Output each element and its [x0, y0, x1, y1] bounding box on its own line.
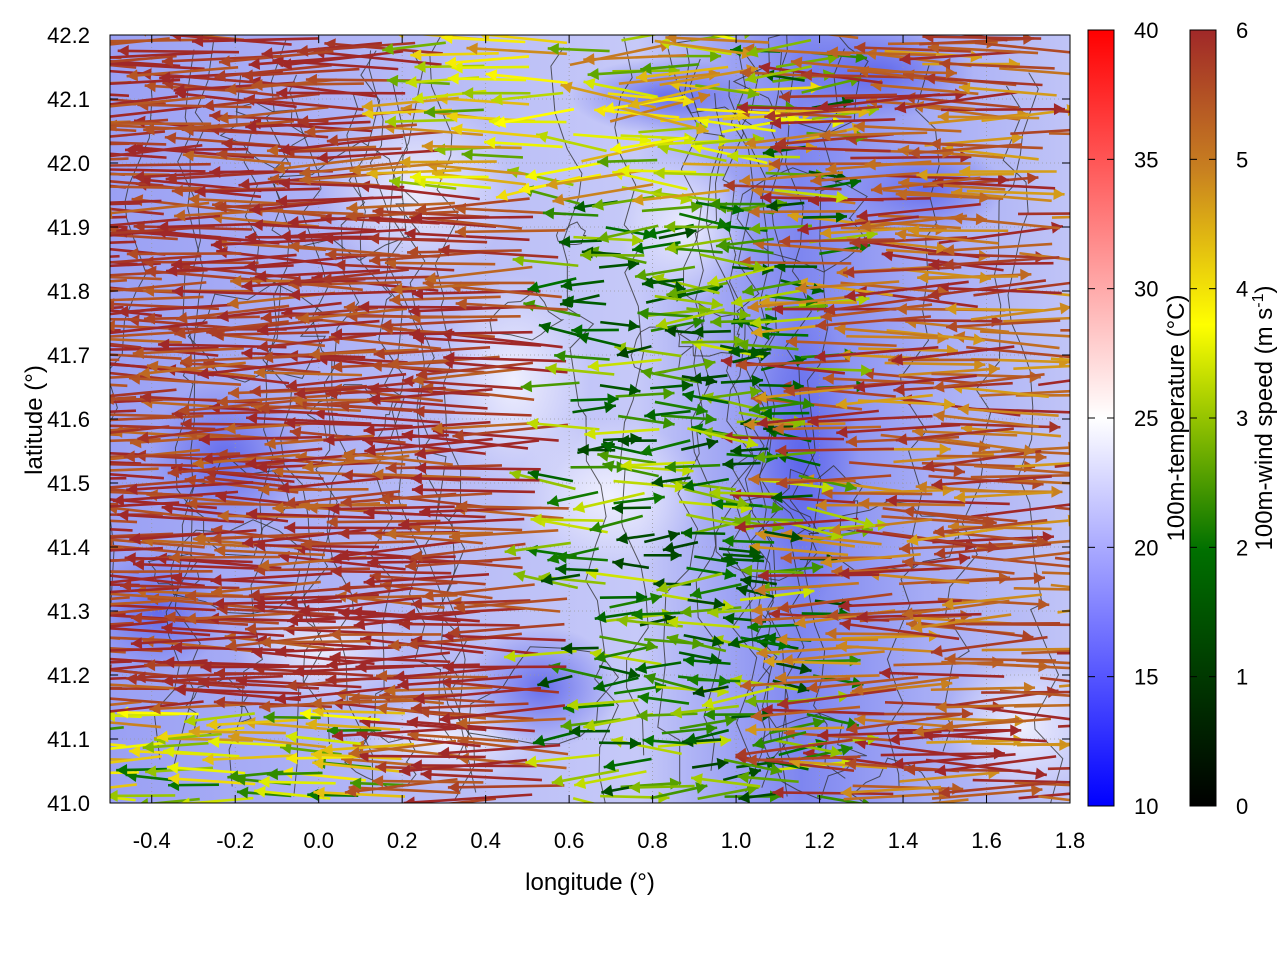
- y-tick-label: 41.9: [47, 215, 90, 240]
- y-tick-label: 41.8: [47, 279, 90, 304]
- wind-vector: [1060, 324, 1174, 336]
- colorbar-tick-label: 30: [1134, 277, 1158, 302]
- y-tick-label: 42.2: [47, 23, 90, 48]
- colorbar-tick-label: 1: [1236, 665, 1248, 690]
- colorbar-tick-label: 25: [1134, 406, 1158, 431]
- y-tick-label: 41.7: [47, 343, 90, 368]
- y-tick-label: 41.6: [47, 407, 90, 432]
- y-tick-label: 41.5: [47, 471, 90, 496]
- colorbar-tick-label: 10: [1134, 794, 1158, 819]
- temperature-colorbar: 10 15 20 25 30 35 40 100m-temperature (°C): [1088, 18, 1190, 819]
- temperature-colorbar-label: 100m-temperature (°C): [1163, 294, 1190, 541]
- colorbar-tick-label: 0: [1236, 794, 1248, 819]
- colorbar-tick-label: 3: [1236, 406, 1248, 431]
- wind-vector: [1057, 647, 1181, 659]
- colorbar-tick-label: 15: [1134, 665, 1158, 690]
- wind-colorbar-label-main: 100m-wind speed (m s: [1251, 308, 1278, 551]
- x-axis-label: longitude (°): [525, 869, 655, 896]
- colorbar-tick-label: 20: [1134, 535, 1158, 560]
- x-tick-label: 0.0: [303, 828, 334, 853]
- x-tick-label: 0.6: [554, 828, 585, 853]
- wind-colorbar-label: 100m-wind speed (m s-1): [1250, 286, 1278, 551]
- x-tick-label: 1.8: [1055, 828, 1086, 853]
- wind-colorbar-label-sup: -1: [1250, 293, 1267, 307]
- x-tick-label: 1.0: [721, 828, 752, 853]
- x-tick-label: 0.8: [637, 828, 668, 853]
- y-tick-label: 41.3: [47, 599, 90, 624]
- wind-vector: [3, 504, 118, 516]
- y-tick-label: 41.2: [47, 663, 90, 688]
- y-tick-label: 41.1: [47, 727, 90, 752]
- colorbar-tick-label: 40: [1134, 18, 1158, 43]
- x-tick-label: 0.2: [387, 828, 418, 853]
- wind-colorbar-label-end: ): [1251, 286, 1278, 294]
- wind-vector: [1058, 715, 1179, 727]
- wind-vector: [0, 307, 124, 319]
- plot-area: [0, 19, 1181, 825]
- y-axis-label: latitude (°): [21, 365, 48, 475]
- y-tick-label: 41.0: [47, 791, 90, 816]
- y-tick-label: 42.1: [47, 87, 90, 112]
- colorbar-tick-label: 4: [1236, 277, 1248, 302]
- wind-vector: [11, 624, 120, 639]
- wind-vector: [14, 639, 126, 652]
- colorbar-tick-label: 6: [1236, 18, 1248, 43]
- wind-vector: [1056, 111, 1176, 124]
- x-tick-label: 0.4: [470, 828, 501, 853]
- colorbar-tick-label: 35: [1134, 147, 1158, 172]
- x-tick-label: 1.2: [804, 828, 835, 853]
- wind-vector: [9, 49, 122, 61]
- wind-vector: [0, 255, 120, 267]
- y-tick-label: 42.0: [47, 151, 90, 176]
- x-tick-label: 1.4: [888, 828, 919, 853]
- wind-speed-colorbar: 0 1 2 3 4 5 6 100m-wind speed (m s-1): [1190, 18, 1278, 819]
- colorbar-tick-label: 5: [1236, 147, 1248, 172]
- wind-vector: [0, 327, 121, 339]
- x-tick-label: -0.2: [216, 828, 254, 853]
- colorbar-tick-label: 2: [1236, 535, 1248, 560]
- x-tick-label: -0.4: [133, 828, 171, 853]
- x-tick-label: 1.6: [971, 828, 1002, 853]
- y-tick-label: 41.4: [47, 535, 90, 560]
